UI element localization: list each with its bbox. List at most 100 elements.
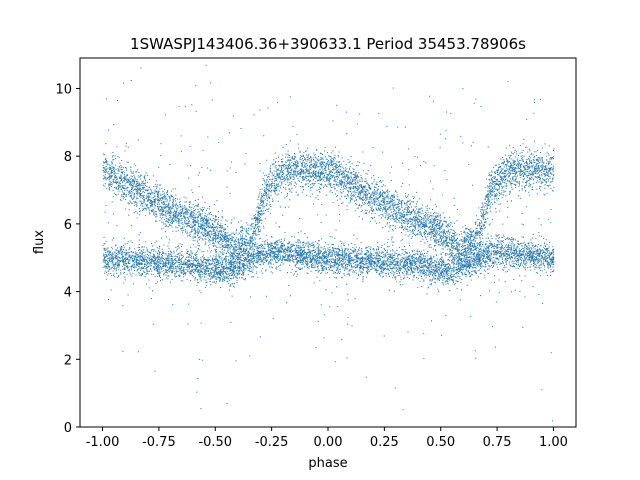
data-point [492,191,494,193]
data-point [360,177,362,179]
data-point [227,248,229,250]
data-point [539,157,541,159]
data-point [446,237,448,238]
data-point [287,165,289,167]
data-point [217,222,218,224]
data-point [451,232,453,234]
data-point [530,166,532,167]
data-point [425,206,427,208]
data-point [143,209,144,211]
data-point [312,183,314,185]
data-point [470,234,471,236]
data-point [216,226,218,228]
data-point [515,156,517,158]
data-point [472,239,474,241]
data-point [182,227,184,229]
data-point [130,175,132,177]
data-point [321,153,323,155]
data-point [371,213,373,214]
data-point [304,157,305,159]
data-point [189,220,191,222]
data-point [375,194,377,195]
data-point [109,183,111,185]
data-point [168,208,170,210]
data-point [434,234,436,236]
data-point [535,182,537,183]
data-point [495,195,497,197]
data-point [115,183,117,184]
data-point [467,237,469,239]
data-point [370,188,372,190]
data-point [511,169,513,171]
data-point [123,187,125,189]
data-point [429,219,431,220]
data-point [515,151,517,153]
data-point [385,217,387,219]
data-point [334,178,335,180]
data-point [301,156,303,157]
data-point [160,209,161,211]
data-point [541,158,543,160]
data-point [440,241,442,242]
data-point [178,213,180,215]
data-point [350,200,351,202]
data-point [415,212,417,214]
data-point [193,207,195,209]
data-point [197,203,199,205]
data-point [287,173,289,174]
data-point [130,201,132,203]
data-point [226,255,228,257]
data-point [211,227,213,229]
data-point [531,152,533,154]
data-point [158,200,160,201]
data-point [380,214,382,215]
data-point [233,255,235,257]
data-point [412,231,414,233]
data-point [260,204,262,206]
data-point [325,172,327,174]
data-point [349,166,351,168]
data-point [550,181,552,183]
data-point [354,210,356,212]
data-point [514,151,516,153]
data-point [479,242,481,244]
data-point [401,225,403,227]
data-point [174,200,176,202]
data-point [209,234,211,236]
data-point [345,167,347,169]
data-point [322,173,324,174]
data-point [435,233,437,235]
data-point [487,217,489,219]
data-point [359,199,361,201]
data-point [222,240,223,242]
data-point [333,180,335,182]
data-point [317,179,319,181]
data-point [333,175,335,177]
data-point [231,237,233,239]
data-point [524,173,525,175]
data-point [349,160,351,162]
data-point [375,198,377,200]
data-point [289,178,291,180]
data-point [190,217,192,219]
data-point [124,192,126,194]
data-point [207,235,209,237]
data-point [385,213,387,215]
data-point [549,162,551,164]
data-point [405,207,407,209]
data-point [247,230,249,231]
data-point [156,186,158,188]
data-point [258,211,260,213]
data-point [304,172,306,174]
data-point [297,164,299,166]
data-point [424,242,426,244]
data-point [275,167,277,169]
data-point [322,162,323,164]
data-point [313,167,315,168]
data-point [266,195,267,197]
data-point [232,254,233,256]
data-point [338,151,340,153]
data-point [359,192,360,194]
data-point [367,194,368,196]
data-point [355,164,357,166]
